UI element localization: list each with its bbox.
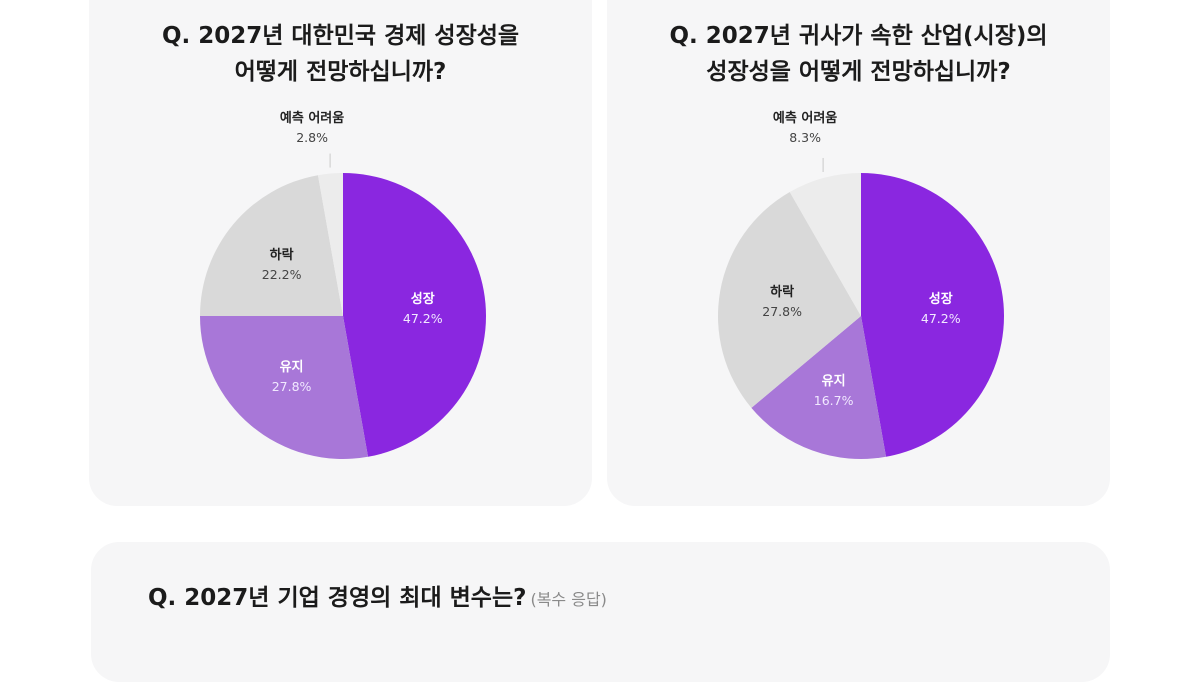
chart-card-korea-economy: Q. 2027년 대한민국 경제 성장성을 어떻게 전망하십니까? 성장 47.2… [89,0,592,506]
pie-slice-growth [343,173,486,457]
pie-slice-unpredictable [789,173,861,316]
question-card-business-variables: Q. 2027년 기업 경영의 최대 변수는? (복수 응답) [91,542,1110,682]
slice-percentage: 2.8% [296,130,328,145]
slice-name: 예측 어려움 [772,111,838,126]
chart-title-line-1: Q. 2027년 귀사가 속한 산업(시장)의 [669,23,1048,49]
bottom-question-title: Q. 2027년 기업 경영의 최대 변수는? (복수 응답) [148,578,607,612]
chart-title-line-1: Q. 2027년 대한민국 경제 성장성을 [161,23,520,49]
slice-name: 유지 [821,374,846,390]
slice-name: 유지 [279,360,304,376]
pie-slice-growth [861,173,1004,457]
slice-name: 성장 [928,291,953,307]
slice-percentage: 27.8% [271,379,312,395]
slice-percentage: 47.2% [920,310,961,326]
slice-label-decline: 하락 27.8% [722,283,842,321]
slice-label-growth: 성장 47.2% [881,290,1001,328]
chart-title: Q. 2027년 귀사가 속한 산업(시장)의 성장성을 어떻게 전망하십니까? [607,18,1110,90]
slice-name: 하락 [269,247,294,263]
slice-name: 하락 [770,284,795,300]
pie-chart-industry-outlook [718,157,1004,460]
slice-percentage: 16.7% [813,393,854,409]
multiple-response-note: (복수 응답) [530,590,607,609]
slice-name: 성장 [410,291,435,307]
chart-title-line-2: 성장성을 어떻게 전망하십니까? [706,59,1011,85]
slice-percentage: 27.8% [762,303,802,319]
slice-label-unpredictable: 예측 어려움 2.8% [252,109,372,147]
pie-slice-maintain [751,316,887,460]
slice-percentage: 47.2% [402,310,443,326]
slice-name: 예측 어려움 [279,111,345,126]
pie-slice-unpredictable [317,173,343,316]
slice-label-growth: 성장 47.2% [363,290,483,328]
pie-chart-korea-economy [200,153,486,459]
pie-slice-decline [718,192,861,408]
slice-label-maintain: 유지 27.8% [232,358,352,396]
chart-card-industry-outlook: Q. 2027년 귀사가 속한 산업(시장)의 성장성을 어떻게 전망하십니까?… [607,0,1110,506]
slice-label-maintain: 유지 16.7% [774,372,894,410]
slice-label-decline: 하락 22.2% [222,246,342,284]
slice-percentage: 22.2% [261,266,302,282]
chart-title: Q. 2027년 대한민국 경제 성장성을 어떻게 전망하십니까? [89,18,592,90]
slice-percentage: 8.3% [789,130,821,145]
chart-title-line-2: 어떻게 전망하십니까? [234,59,447,85]
pie-slice-maintain [200,316,369,459]
slice-label-unpredictable: 예측 어려움 8.3% [745,109,865,147]
pie-slice-decline [200,175,343,316]
bottom-question-text: Q. 2027년 기업 경영의 최대 변수는? [148,585,527,611]
